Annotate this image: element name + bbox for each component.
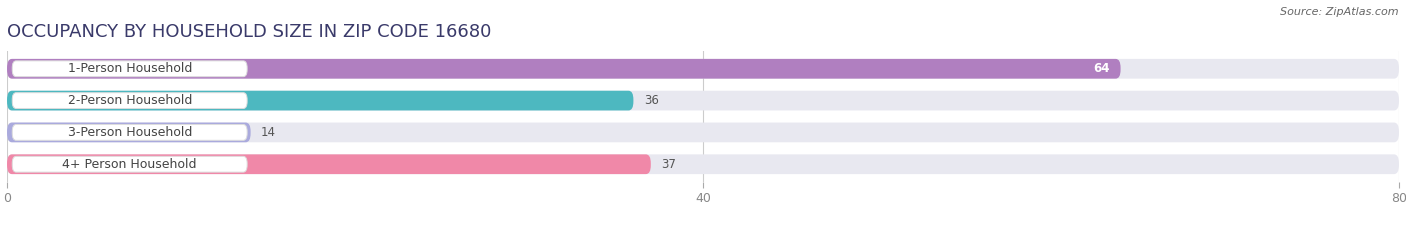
FancyBboxPatch shape (7, 59, 1399, 79)
Text: Source: ZipAtlas.com: Source: ZipAtlas.com (1281, 7, 1399, 17)
FancyBboxPatch shape (7, 123, 250, 142)
Text: OCCUPANCY BY HOUSEHOLD SIZE IN ZIP CODE 16680: OCCUPANCY BY HOUSEHOLD SIZE IN ZIP CODE … (7, 23, 492, 41)
Text: 2-Person Household: 2-Person Household (67, 94, 191, 107)
FancyBboxPatch shape (7, 91, 633, 110)
FancyBboxPatch shape (13, 156, 247, 172)
FancyBboxPatch shape (7, 59, 1121, 79)
Text: 14: 14 (262, 126, 276, 139)
FancyBboxPatch shape (13, 124, 247, 140)
FancyBboxPatch shape (13, 93, 247, 109)
Text: 37: 37 (661, 158, 676, 171)
FancyBboxPatch shape (7, 91, 1399, 110)
Text: 3-Person Household: 3-Person Household (67, 126, 191, 139)
FancyBboxPatch shape (13, 61, 247, 77)
Text: 36: 36 (644, 94, 659, 107)
Text: 4+ Person Household: 4+ Person Household (62, 158, 197, 171)
Text: 64: 64 (1094, 62, 1111, 75)
FancyBboxPatch shape (7, 154, 651, 174)
Text: 1-Person Household: 1-Person Household (67, 62, 191, 75)
FancyBboxPatch shape (7, 154, 1399, 174)
FancyBboxPatch shape (7, 123, 1399, 142)
